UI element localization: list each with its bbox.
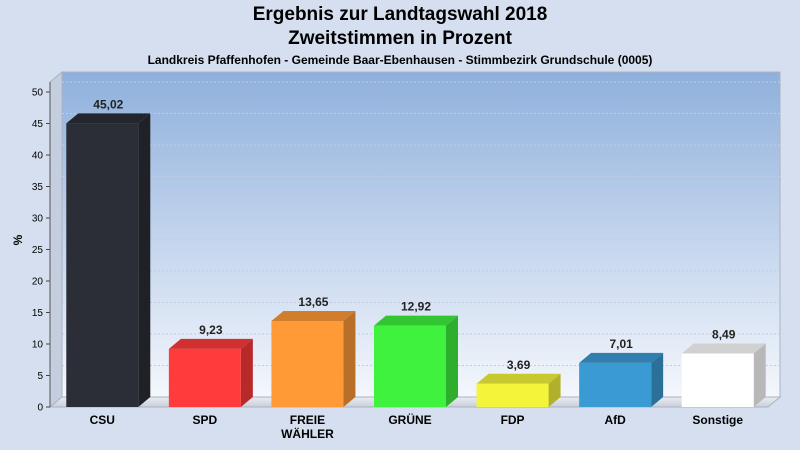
bar-side <box>343 311 356 407</box>
bar-top <box>579 352 664 363</box>
chart-subtitle: Zweitstimmen in Prozent <box>288 28 512 49</box>
category-label: FDP <box>501 413 525 427</box>
bar-top <box>271 311 356 322</box>
bar <box>66 113 151 408</box>
bar-side <box>753 343 766 407</box>
data-label: 7,01 <box>609 337 633 351</box>
data-label: 8,49 <box>712 328 736 342</box>
data-label: 13,65 <box>298 295 328 309</box>
y-tick-label: 35 <box>32 182 44 193</box>
bar-front <box>579 362 652 407</box>
data-label: 12,92 <box>401 300 431 314</box>
bar-side <box>446 315 458 407</box>
bar-side <box>138 113 151 408</box>
bar-side <box>651 352 664 407</box>
bar <box>374 315 458 407</box>
bar-front <box>476 383 549 407</box>
bar-front <box>681 353 754 407</box>
y-tick-label: 20 <box>32 277 44 288</box>
y-tick-label: 0 <box>37 403 43 414</box>
chart-caption: Landkreis Pfaffenhofen - Gemeinde Baar-E… <box>147 53 653 67</box>
category-label: AfD <box>604 413 626 427</box>
bar <box>579 352 664 407</box>
bar-front <box>66 123 139 408</box>
category-label: GRÜNE <box>388 412 431 427</box>
bar-top <box>66 113 151 124</box>
data-label: 45,02 <box>93 97 123 111</box>
category-label: SPD <box>193 413 218 427</box>
bar-front <box>168 348 241 407</box>
bar-front <box>374 325 446 407</box>
y-tick-label: 5 <box>37 371 43 382</box>
plot-side-wall <box>49 70 63 409</box>
bar <box>168 338 253 407</box>
y-tick-label: 15 <box>32 308 44 319</box>
bar <box>476 373 561 407</box>
data-label: 3,69 <box>507 358 531 372</box>
y-tick-label: 45 <box>32 119 44 130</box>
category-label: CSU <box>90 413 115 427</box>
y-tick-label: 30 <box>32 214 44 225</box>
bar-top <box>681 343 766 354</box>
y-tick-label: 50 <box>32 88 44 99</box>
bar <box>271 311 356 407</box>
bar-top <box>374 315 458 326</box>
chart-title: Ergebnis zur Landtagswahl 2018 <box>252 4 548 25</box>
bar-front <box>271 321 344 407</box>
bar-top <box>476 373 561 384</box>
data-label: 9,23 <box>199 323 223 337</box>
y-tick-label: 10 <box>32 340 44 351</box>
category-label: Sonstige <box>692 413 743 427</box>
y-tick-label: 40 <box>32 151 44 162</box>
bar-side <box>240 338 253 407</box>
y-axis-label: % <box>11 234 25 245</box>
bar-top <box>168 338 253 349</box>
category-label-line2: WÄHLER <box>281 426 334 441</box>
bar-side <box>548 373 561 407</box>
category-label: FREIE <box>290 413 325 427</box>
y-tick-label: 25 <box>32 245 44 256</box>
bar <box>681 343 766 407</box>
